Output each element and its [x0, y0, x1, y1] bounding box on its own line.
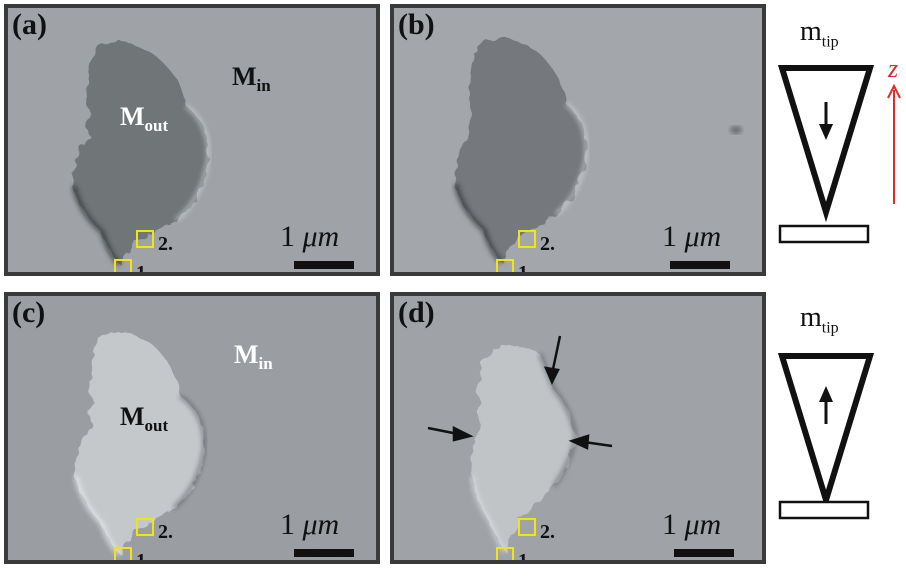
marker-num-1-c: 1. [136, 550, 151, 564]
marker-num-2-c: 2. [158, 521, 173, 543]
domain-light-c [75, 332, 205, 554]
z-axis-label: z [888, 54, 899, 83]
tip-triangle-top [777, 65, 875, 223]
marker-box-1-d [496, 547, 514, 560]
scale-text-d: 1 μm [662, 508, 722, 541]
marker-box-1-c [114, 547, 132, 560]
tip-diagram-bottom [777, 353, 875, 520]
tip-label-top: mtip [800, 16, 839, 51]
mfm-image-d: (d) 1 μm 2. 1. [390, 292, 766, 564]
marker-num-1-a: 1. [136, 262, 151, 276]
marker-box-1-b [496, 259, 514, 272]
marker-num-2-b: 2. [540, 233, 555, 255]
panel-label-d: (d) [398, 296, 435, 329]
scale-bar-c [294, 549, 354, 557]
domain-dark-a [73, 42, 209, 264]
mfm-image-c-graphic [8, 296, 376, 560]
panel-label-a: (a) [12, 8, 47, 41]
m-in-label-c: Min [234, 340, 273, 374]
tip-label-bottom: mtip [800, 302, 839, 337]
tip-triangle-bottom [777, 353, 875, 511]
marker-num-1-b: 1. [518, 262, 533, 276]
scale-text-c: 1 μm [280, 508, 340, 541]
scale-bar-d [674, 549, 734, 557]
mfm-image-d-graphic [394, 296, 762, 560]
annotation-arrows-d [427, 335, 613, 450]
marker-num-1-d: 1. [518, 550, 533, 564]
m-in-label-a: Min [232, 62, 271, 96]
marker-box-2-b [518, 230, 536, 248]
marker-box-2-c [136, 518, 154, 536]
scale-bar-b [670, 261, 730, 269]
scale-text-a: 1 μm [280, 220, 340, 253]
scale-bar-a [294, 261, 354, 269]
marker-box-2-a [136, 230, 154, 248]
z-axis-arrow-icon [887, 84, 901, 204]
domain-light-d [470, 345, 576, 552]
m-out-label-c: Mout [120, 402, 169, 436]
domain-dark-b [455, 38, 587, 262]
panel-label-c: (c) [12, 296, 46, 329]
mfm-image-b-graphic [394, 8, 762, 272]
mfm-image-c: (c) Min Mout 1 μm 2. 1. [4, 292, 380, 564]
marker-num-2-d: 2. [540, 521, 555, 543]
mfm-image-a-graphic [8, 8, 376, 272]
marker-box-1-a [114, 259, 132, 272]
mfm-image-a: (a) Min Mout 1 μm 2. 1. [4, 4, 380, 276]
panel-label-b: (b) [398, 8, 435, 41]
marker-box-2-d [518, 518, 536, 536]
sample-rect-bottom [778, 500, 870, 520]
marker-num-2-a: 2. [158, 233, 173, 255]
tip-diagram-top [777, 65, 875, 244]
sample-rect-top [778, 224, 870, 244]
mfm-image-b: (b) 1 μm 2. 1. [390, 4, 766, 276]
scale-text-b: 1 μm [662, 220, 722, 253]
m-out-label-a: Mout [120, 102, 169, 136]
